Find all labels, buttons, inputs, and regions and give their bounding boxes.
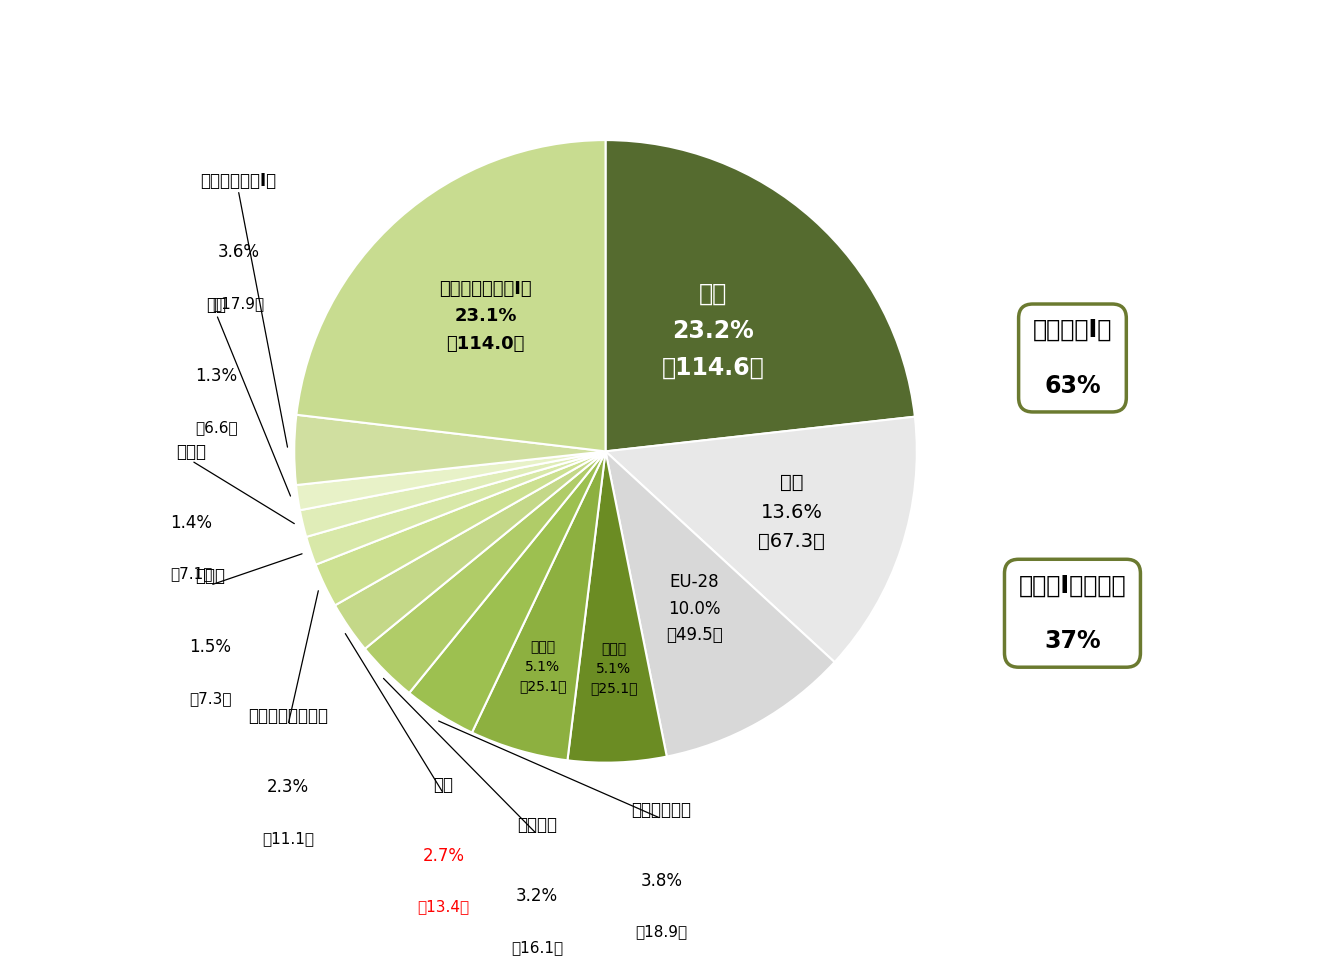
Text: （7.1）: （7.1） bbox=[170, 566, 213, 582]
Text: ロシア
5.1%
（25.1）: ロシア 5.1% （25.1） bbox=[519, 640, 566, 693]
Text: （13.4）: （13.4） bbox=[417, 899, 470, 915]
Text: （17.9）: （17.9） bbox=[213, 295, 264, 311]
Text: 3.6%: 3.6% bbox=[218, 243, 259, 261]
Text: コンゴ民主共和国: コンゴ民主共和国 bbox=[248, 707, 327, 726]
Text: 非付属書I国

63%: 非付属書I国 63% bbox=[1032, 318, 1113, 398]
Text: （6.6）: （6.6） bbox=[195, 420, 238, 435]
Text: 中国
23.2%
（114.6）: 中国 23.2% （114.6） bbox=[663, 282, 764, 380]
Text: 1.5%: 1.5% bbox=[189, 638, 231, 656]
Wedge shape bbox=[294, 415, 606, 485]
Wedge shape bbox=[473, 452, 606, 760]
Text: 2.3%: 2.3% bbox=[267, 778, 309, 796]
Wedge shape bbox=[300, 452, 606, 537]
Wedge shape bbox=[606, 452, 834, 757]
Wedge shape bbox=[409, 452, 606, 732]
Wedge shape bbox=[306, 452, 606, 565]
Text: 米国
13.6%
（67.3）: 米国 13.6% （67.3） bbox=[759, 473, 825, 551]
Wedge shape bbox=[606, 140, 915, 452]
Text: （18.9）: （18.9） bbox=[635, 924, 688, 940]
Text: （7.3）: （7.3） bbox=[189, 691, 231, 706]
Text: 付属書I国（注）

37%: 付属書I国（注） 37% bbox=[1019, 573, 1126, 653]
Text: イラン: イラン bbox=[177, 443, 206, 460]
Text: （11.1）: （11.1） bbox=[261, 831, 314, 846]
Wedge shape bbox=[606, 417, 917, 662]
Text: （16.1）: （16.1） bbox=[511, 940, 564, 955]
Text: その他非付属書I国
23.1%
（114.0）: その他非付属書I国 23.1% （114.0） bbox=[440, 280, 532, 353]
Wedge shape bbox=[568, 452, 667, 762]
Text: インドネシア: インドネシア bbox=[631, 801, 692, 818]
Text: 2.7%: 2.7% bbox=[422, 846, 465, 865]
Wedge shape bbox=[296, 452, 606, 510]
Text: EU-28
10.0%
（49.5）: EU-28 10.0% （49.5） bbox=[665, 573, 722, 644]
Text: 3.8%: 3.8% bbox=[640, 871, 682, 890]
Wedge shape bbox=[297, 140, 606, 452]
Text: ブラジル: ブラジル bbox=[517, 816, 557, 835]
Text: インド
5.1%
（25.1）: インド 5.1% （25.1） bbox=[590, 643, 638, 696]
Text: カナダ: カナダ bbox=[195, 567, 226, 585]
Wedge shape bbox=[335, 452, 606, 648]
Text: 3.2%: 3.2% bbox=[516, 887, 558, 905]
Wedge shape bbox=[315, 452, 606, 605]
Text: 1.3%: 1.3% bbox=[195, 368, 238, 385]
Text: 日本: 日本 bbox=[434, 776, 454, 794]
Wedge shape bbox=[364, 452, 606, 693]
Text: 韓国: 韓国 bbox=[206, 296, 227, 315]
Text: その他付属書I国: その他付属書I国 bbox=[201, 172, 276, 190]
Text: 1.4%: 1.4% bbox=[170, 513, 213, 532]
